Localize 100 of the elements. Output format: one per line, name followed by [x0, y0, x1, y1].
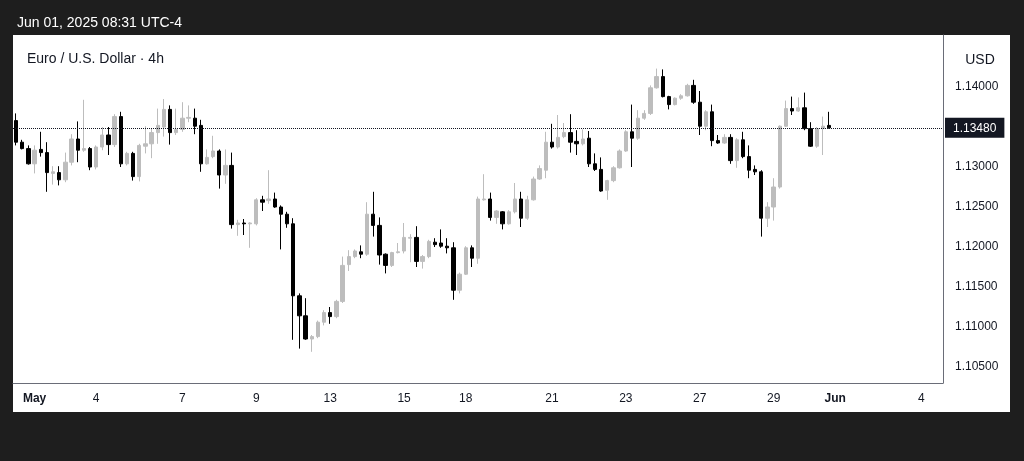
- candlestick: [229, 152, 234, 230]
- candlestick: [710, 104, 714, 147]
- x-tick-label: May: [22, 391, 47, 405]
- candlestick: [457, 272, 462, 294]
- y-tick-label: 1.12000: [955, 239, 999, 254]
- candlestick: [273, 192, 277, 209]
- candlestick: [88, 146, 92, 171]
- candlestick: [550, 123, 554, 150]
- text: Euro / U.S. Dollar · 4h: [27, 50, 164, 66]
- candlestick: [359, 244, 363, 259]
- candlestick: [156, 108, 160, 145]
- candlestick: [396, 242, 400, 254]
- candlestick: [482, 173, 486, 202]
- y-axis-title: USD: [965, 51, 995, 67]
- candlestick: [32, 144, 37, 174]
- x-tick-label: 21: [545, 391, 559, 405]
- candlestick: [353, 248, 357, 259]
- candlestick: [587, 130, 591, 168]
- candlestick: [51, 165, 55, 186]
- candlestick: [254, 197, 258, 226]
- x-tick-label: 13: [323, 391, 338, 405]
- x-tick-label: 18: [459, 391, 473, 405]
- candlestick: [168, 104, 172, 146]
- candlestick: [248, 221, 252, 249]
- candlestick: [790, 96, 794, 116]
- candlestick: [759, 169, 763, 238]
- candlestick: [137, 143, 141, 182]
- candlestick: [562, 122, 566, 139]
- candlestick: [414, 225, 419, 268]
- candlestick: [119, 111, 123, 168]
- candlestick: [174, 108, 178, 136]
- y-tick-label: 1.13000: [955, 159, 999, 174]
- candlestick: [716, 134, 720, 145]
- candlestick: [525, 195, 529, 221]
- candlestick: [100, 126, 104, 151]
- chart-subtitle: Jun 01, 2025 08:31 UTC-4: [17, 14, 183, 30]
- candlestick: [513, 182, 517, 214]
- candlestick: [347, 249, 351, 272]
- candlestick: [451, 241, 456, 301]
- candlestick: [427, 239, 431, 259]
- candlestick: [328, 306, 332, 325]
- candlestick: [57, 165, 61, 186]
- candlestick: [470, 244, 474, 268]
- candlestick: [131, 151, 135, 182]
- candlestick: [445, 237, 449, 254]
- candlestick: [420, 254, 425, 270]
- candlestick: [599, 156, 603, 193]
- candlestick: [236, 219, 240, 237]
- ref-line-label: 1.13480: [953, 120, 997, 135]
- candlestick: [728, 133, 733, 165]
- candlestick: [310, 334, 314, 353]
- candlestick: [642, 109, 646, 121]
- candlestick: [94, 144, 98, 170]
- candlestick: [260, 195, 265, 212]
- candlestick: [199, 119, 203, 173]
- candlestick: [796, 96, 800, 113]
- candlestick: [291, 217, 295, 341]
- x-tick-label: 9: [252, 391, 260, 405]
- candlestick: [322, 309, 326, 326]
- candlestick: [439, 228, 443, 249]
- candlestick: [162, 98, 166, 138]
- y-tick-label: 1.12500: [955, 199, 999, 214]
- candlestick: [45, 141, 49, 193]
- candlestick: [741, 131, 745, 159]
- candlestick: [39, 131, 43, 158]
- candlestick: [193, 108, 197, 135]
- candlestick: [408, 233, 412, 263]
- x-tick-label: 4: [92, 391, 100, 405]
- candlestick: [778, 124, 782, 190]
- candlestick: [624, 129, 628, 153]
- candlestick: [667, 95, 671, 110]
- y-tick-label: 1.11500: [955, 279, 998, 294]
- candlestick: [679, 93, 683, 101]
- candlestick: [784, 100, 788, 128]
- candlestick: [698, 90, 702, 136]
- candlestick: [519, 191, 523, 228]
- candlestick: [205, 148, 209, 166]
- candlestick: [556, 114, 560, 150]
- candlestick: [581, 128, 585, 146]
- candlestick: [753, 164, 757, 176]
- candlestick: [26, 144, 31, 166]
- candlestick: [704, 109, 708, 131]
- candlestick: [266, 169, 271, 205]
- candlestick: [82, 99, 86, 153]
- y-tick-label: 1.11000: [955, 319, 998, 334]
- candlestick: [402, 222, 406, 254]
- y-tick-label: 1.14000: [955, 79, 999, 94]
- candlestick: [544, 131, 548, 179]
- x-tick-label: 27: [693, 391, 707, 405]
- candlestick: [815, 126, 819, 149]
- candlestick: [494, 209, 499, 225]
- candlestick: [661, 68, 665, 98]
- candlestick: [365, 201, 369, 257]
- candlestick: [507, 209, 511, 226]
- candlestick: [242, 218, 246, 236]
- x-tick-label: 23: [619, 391, 633, 405]
- candlestick: [390, 251, 394, 268]
- candlestick: [735, 137, 739, 169]
- candlestick: [217, 148, 221, 190]
- candlestick: [433, 237, 437, 248]
